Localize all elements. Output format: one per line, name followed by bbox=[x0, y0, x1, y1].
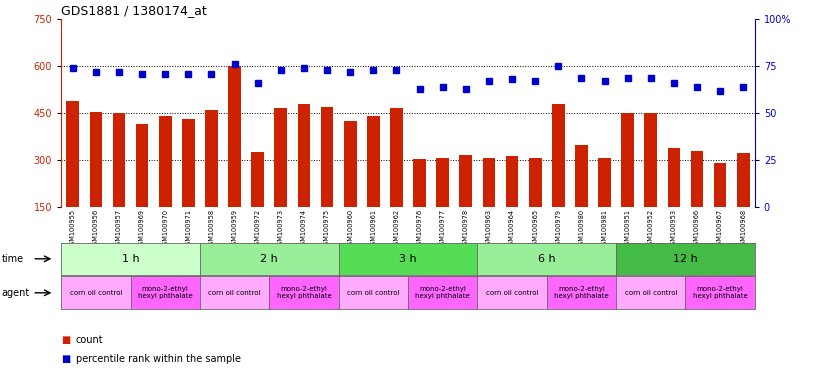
Bar bbox=[205, 109, 218, 207]
Text: GDS1881 / 1380174_at: GDS1881 / 1380174_at bbox=[61, 3, 207, 17]
Bar bbox=[529, 158, 542, 207]
Text: corn oil control: corn oil control bbox=[486, 290, 539, 296]
Text: mono-2-ethyl
hexyl phthalate: mono-2-ethyl hexyl phthalate bbox=[138, 286, 193, 299]
Bar bbox=[667, 148, 681, 207]
Bar bbox=[135, 124, 149, 207]
Text: mono-2-ethyl
hexyl phthalate: mono-2-ethyl hexyl phthalate bbox=[415, 286, 470, 299]
Bar bbox=[506, 156, 518, 207]
Text: count: count bbox=[76, 335, 104, 345]
Bar bbox=[645, 113, 657, 207]
Text: corn oil control: corn oil control bbox=[208, 290, 261, 296]
Bar bbox=[621, 113, 634, 207]
Text: ■: ■ bbox=[61, 335, 70, 345]
Bar bbox=[344, 121, 357, 207]
Bar bbox=[251, 152, 264, 207]
Text: mono-2-ethyl
hexyl phthalate: mono-2-ethyl hexyl phthalate bbox=[693, 286, 747, 299]
Text: agent: agent bbox=[2, 288, 30, 298]
Bar bbox=[437, 158, 449, 207]
Bar bbox=[228, 66, 241, 207]
Bar bbox=[737, 154, 750, 207]
Bar bbox=[90, 112, 102, 207]
Bar bbox=[298, 104, 310, 207]
Text: percentile rank within the sample: percentile rank within the sample bbox=[76, 354, 241, 364]
Bar bbox=[390, 108, 403, 207]
Bar bbox=[182, 119, 195, 207]
Bar bbox=[459, 155, 472, 207]
Bar bbox=[159, 116, 171, 207]
Bar bbox=[413, 159, 426, 207]
Text: corn oil control: corn oil control bbox=[624, 290, 677, 296]
Text: ■: ■ bbox=[61, 354, 70, 364]
Text: 6 h: 6 h bbox=[538, 254, 556, 264]
Bar bbox=[66, 101, 79, 207]
Bar bbox=[575, 145, 588, 207]
Bar bbox=[274, 108, 287, 207]
Text: mono-2-ethyl
hexyl phthalate: mono-2-ethyl hexyl phthalate bbox=[277, 286, 331, 299]
Bar bbox=[552, 104, 565, 207]
Text: 1 h: 1 h bbox=[122, 254, 140, 264]
Bar bbox=[714, 164, 726, 207]
Text: 3 h: 3 h bbox=[399, 254, 417, 264]
Bar bbox=[690, 151, 703, 207]
Text: mono-2-ethyl
hexyl phthalate: mono-2-ethyl hexyl phthalate bbox=[554, 286, 609, 299]
Bar bbox=[367, 116, 379, 207]
Bar bbox=[482, 158, 495, 207]
Bar bbox=[113, 113, 126, 207]
Text: corn oil control: corn oil control bbox=[69, 290, 122, 296]
Text: corn oil control: corn oil control bbox=[347, 290, 400, 296]
Text: 2 h: 2 h bbox=[260, 254, 278, 264]
Bar bbox=[598, 158, 611, 207]
Text: 12 h: 12 h bbox=[673, 254, 698, 264]
Bar bbox=[321, 107, 334, 207]
Text: time: time bbox=[2, 254, 24, 264]
